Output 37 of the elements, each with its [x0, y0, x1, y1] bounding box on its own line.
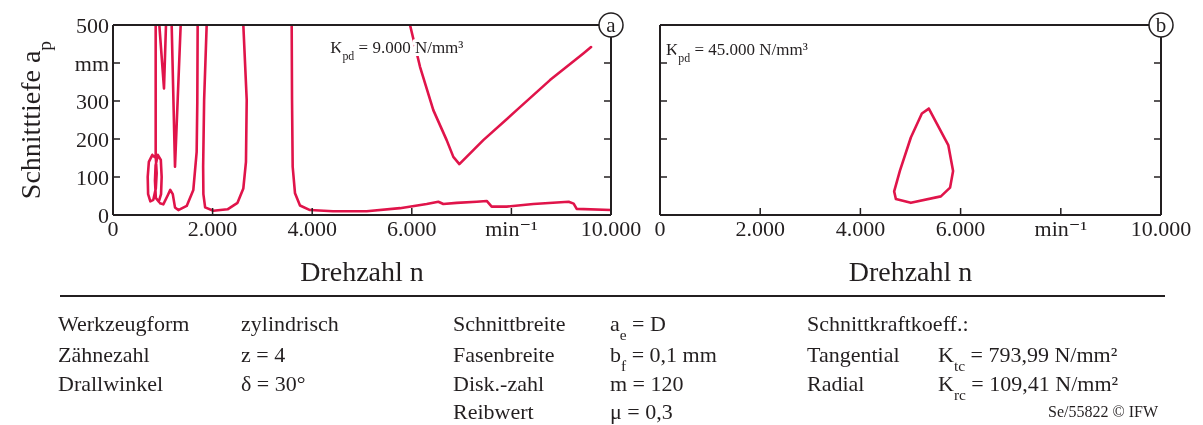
text: Schnittbreite — [453, 311, 566, 337]
text: z = 4 — [241, 341, 286, 367]
text: Zähnezahl — [58, 341, 150, 367]
x-tick-label: 4.000 — [835, 216, 886, 242]
text: zylindrisch — [241, 311, 339, 337]
x-axis-title: Drehzahl n — [848, 255, 973, 287]
text: Werkzeugform — [58, 311, 190, 337]
text: a$_{e}$ = D — [610, 311, 666, 343]
text: Schnittkraftkoeff.: — [807, 311, 969, 337]
annotation: a — [606, 12, 617, 37]
x-tick-label: 4.000 — [287, 216, 337, 242]
y-tick-label: 200 — [76, 126, 109, 152]
x-tick-label: 10.000 — [580, 216, 642, 242]
x-tick-label: 2.000 — [735, 216, 785, 242]
x-tick-label: 6.000 — [387, 216, 437, 242]
text: Radial — [807, 370, 865, 396]
y-tick-label: 300 — [76, 88, 109, 114]
x-tick-label: 10.000 — [1130, 216, 1192, 242]
text: Disk.-zahl — [453, 370, 545, 396]
text: δ = 30° — [241, 370, 306, 396]
x-tick-label: min⁻¹ — [485, 216, 538, 242]
x-tick-label: min⁻¹ — [1034, 216, 1088, 242]
text: Tangential — [807, 341, 900, 367]
text: μ = 0,3 — [610, 399, 673, 425]
y-tick-label: 100 — [76, 164, 109, 190]
annotation: K$_{pd}$ = 45.000 N/mm³ — [666, 40, 808, 65]
annotation: b — [1155, 12, 1167, 37]
x-tick-label: 6.000 — [935, 216, 986, 242]
text: Reibwert — [453, 399, 534, 425]
text: Se/55822 © IFW — [1048, 403, 1159, 421]
y-tick-label: 500 — [76, 12, 109, 38]
x-axis-title: Drehzahl n — [300, 255, 424, 287]
y-tick-label: mm — [74, 50, 109, 76]
x-tick-label: 2.000 — [187, 216, 238, 242]
text: Drallwinkel — [58, 370, 164, 396]
x-tick-label: 0 — [654, 216, 666, 242]
text: Fasenbreite — [453, 341, 555, 367]
